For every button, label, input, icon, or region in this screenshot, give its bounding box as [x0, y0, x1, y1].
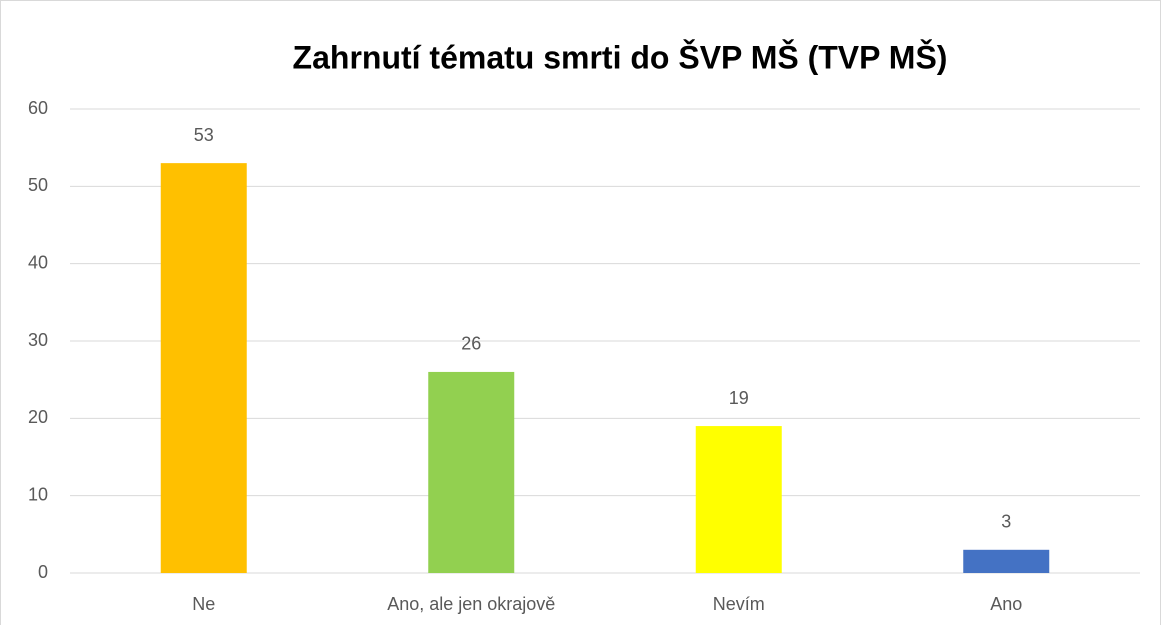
data-label: 26	[461, 334, 481, 354]
y-tick-label: 50	[28, 175, 48, 195]
y-tick-label: 40	[28, 252, 48, 272]
x-tick-label: Ne	[192, 594, 215, 614]
bar	[695, 426, 782, 573]
data-label: 19	[729, 388, 749, 408]
bar	[428, 371, 515, 573]
bar	[160, 163, 247, 573]
data-label: 53	[194, 125, 214, 145]
data-label: 3	[1001, 512, 1011, 532]
chart-title: Zahrnutí tématu smrti do ŠVP MŠ (TVP MŠ)	[293, 39, 948, 75]
x-tick-label: Nevím	[713, 594, 765, 614]
y-tick-label: 30	[28, 330, 48, 350]
y-tick-label: 60	[28, 98, 48, 118]
y-tick-label: 0	[38, 562, 48, 582]
x-tick-label: Ano, ale jen okrajově	[387, 594, 555, 614]
y-tick-label: 10	[28, 484, 48, 504]
x-tick-label: Ano	[990, 594, 1022, 614]
bar	[963, 549, 1050, 573]
y-tick-label: 20	[28, 407, 48, 427]
